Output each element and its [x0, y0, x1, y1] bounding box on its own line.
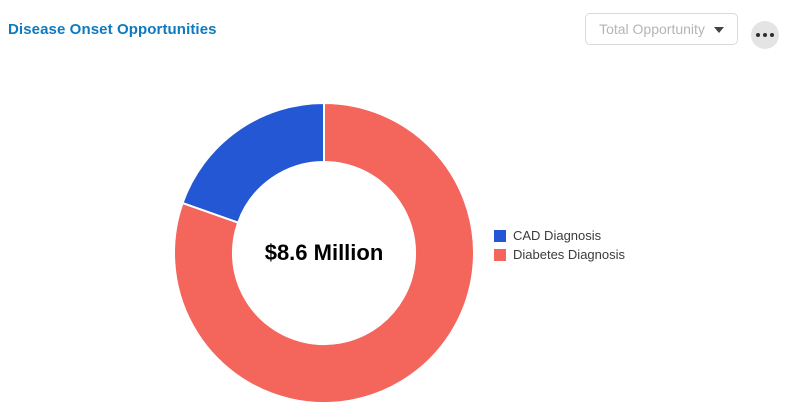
legend: CAD Diagnosis Diabetes Diagnosis — [494, 226, 625, 264]
metric-dropdown-value: Total Opportunity — [599, 21, 705, 37]
legend-swatch-cad — [494, 229, 506, 242]
legend-label-cad: CAD Diagnosis — [513, 228, 602, 243]
legend-item-diabetes[interactable]: Diabetes Diagnosis — [494, 245, 625, 264]
more-options-button[interactable] — [751, 21, 779, 49]
donut-slice-diabetes-diagnosis[interactable] — [174, 103, 474, 403]
metric-dropdown[interactable]: Total Opportunity — [585, 13, 738, 45]
donut-slice-cad-diagnosis[interactable] — [181, 103, 325, 224]
page-title: Disease Onset Opportunities — [8, 21, 217, 38]
chevron-down-icon — [713, 26, 724, 33]
legend-item-cad[interactable]: CAD Diagnosis — [494, 226, 625, 245]
donut-chart: $8.6 Million — [174, 103, 474, 403]
ellipsis-icon — [756, 33, 774, 37]
legend-label-diabetes: Diabetes Diagnosis — [513, 247, 626, 262]
donut-chart-svg — [174, 103, 474, 403]
legend-swatch-diabetes — [494, 248, 506, 261]
